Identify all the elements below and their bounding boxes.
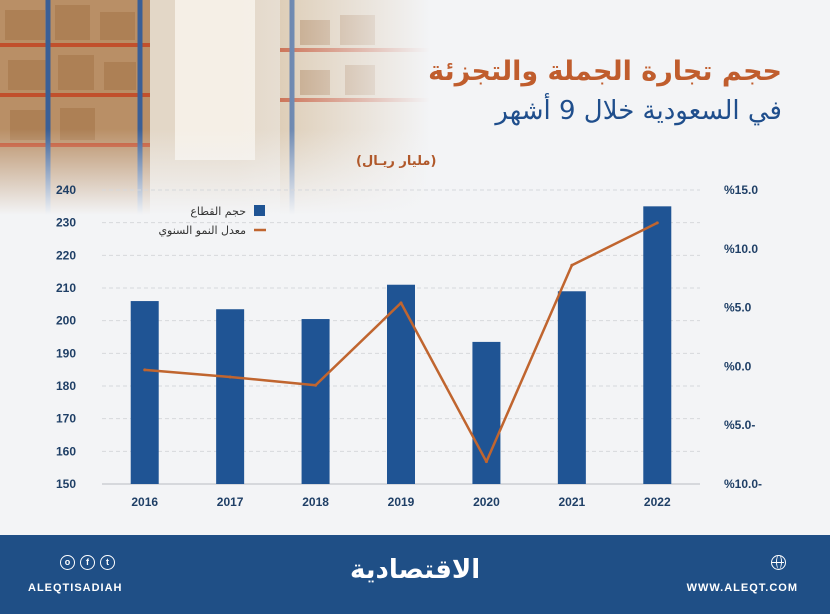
chart-subtitle: في السعودية خلال 9 أشهر: [495, 96, 782, 126]
bar: [387, 284, 415, 484]
y-tick-label-left: 220: [56, 248, 76, 262]
bar: [557, 291, 586, 484]
title-block: حجم تجارة الجملة والتجزئة في السعودية خل…: [428, 52, 782, 130]
x-tick-label: 2019: [388, 495, 415, 509]
y-tick-label-left: 210: [56, 281, 76, 295]
y-tick-label-right: %0.0: [724, 359, 752, 373]
warehouse-photo: [0, 0, 430, 215]
x-tick-label: 2021: [559, 495, 586, 509]
social-handle[interactable]: ALEQTISADIAH: [28, 582, 123, 594]
footer: t f o ALEQTISADIAH الاقتصادية WWW.ALEQT.…: [0, 535, 830, 614]
infographic-card: حجم تجارة الجملة والتجزئة في السعودية خل…: [0, 0, 782, 509]
y-tick-label-right: %10.0: [724, 242, 758, 256]
y-tick-label-left: 190: [56, 346, 76, 360]
line-point: [228, 375, 232, 379]
line-point: [143, 368, 147, 372]
chart: 150 160 170 180 190 200 210 220 230 240 %10.0- %5.0…: [56, 183, 762, 509]
x-tick-label: 2016: [131, 495, 158, 509]
line-point: [399, 301, 403, 305]
website-link[interactable]: WWW.ALEQT.COM: [686, 582, 798, 594]
y-tick-label-right: %15.0: [724, 183, 758, 197]
globe-icon: [771, 555, 786, 570]
y-tick-label-left: 180: [56, 379, 76, 393]
legend-bar-swatch: [254, 205, 265, 216]
y-tick-label-left: 150: [56, 477, 76, 491]
x-tick-label: 2020: [473, 495, 500, 509]
y-tick-label-right: %5.0: [724, 301, 752, 315]
line-point: [570, 263, 574, 267]
legend-bar-label: حجم القطاع: [190, 205, 246, 218]
bar: [216, 309, 245, 484]
line-point: [655, 221, 659, 225]
legend-line-label: معدل النمو السنوي: [158, 224, 246, 237]
bar: [130, 301, 159, 484]
twitter-icon[interactable]: t: [100, 555, 115, 570]
y-tick-label-left: 240: [56, 183, 76, 197]
line-point: [314, 383, 318, 387]
y-tick-label-right: %10.0-: [724, 477, 762, 491]
y-tick-label-left: 230: [56, 216, 76, 230]
y-tick-label-right: %5.0-: [724, 418, 755, 432]
brand-logo: الاقتصادية: [350, 555, 481, 585]
x-tick-label: 2022: [644, 495, 671, 509]
x-tick-label: 2017: [217, 495, 244, 509]
y-tick-label-left: 160: [56, 444, 76, 458]
y-tick-label-left: 170: [56, 412, 76, 426]
x-tick-label: 2018: [302, 495, 329, 509]
unit-label: (مليار ريـال): [356, 154, 437, 169]
bar: [301, 319, 330, 484]
instagram-icon[interactable]: o: [60, 555, 75, 570]
chart-title: حجم تجارة الجملة والتجزئة: [428, 56, 782, 87]
bar: [643, 206, 672, 485]
facebook-icon[interactable]: f: [80, 555, 95, 570]
y-tick-label-left: 200: [56, 314, 76, 328]
line-point: [484, 460, 488, 464]
